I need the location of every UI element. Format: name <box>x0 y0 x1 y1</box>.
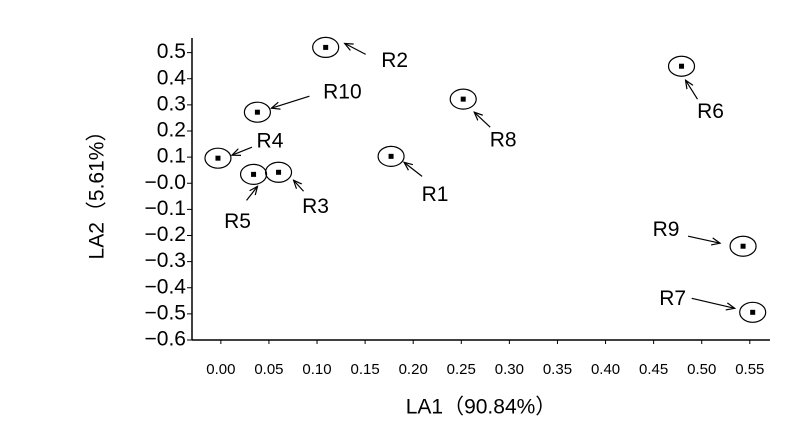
point-ring <box>264 161 293 183</box>
pointer-arrow <box>687 235 720 243</box>
y-axis-title: LA2（5.61%） <box>86 121 109 260</box>
point <box>740 243 746 249</box>
x-tick-label: 0.00 <box>206 361 235 378</box>
y-tick-label: 0.1 <box>157 145 186 168</box>
point <box>276 169 282 175</box>
y-tick-label: 0.5 <box>157 40 186 63</box>
pointer-arrow <box>691 297 735 308</box>
y-tick-label: −0.1 <box>145 197 186 220</box>
point <box>323 44 329 50</box>
point <box>388 153 394 159</box>
x-tick-label: 0.20 <box>399 361 428 378</box>
point-ring <box>377 145 405 167</box>
point <box>215 155 221 161</box>
y-tick-label: −0.6 <box>145 328 186 351</box>
point-label: R4 <box>257 130 284 153</box>
point-label: R9 <box>653 218 680 241</box>
pointer-arrow <box>294 180 304 192</box>
point-ring <box>243 101 271 123</box>
y-tick-label: 0.4 <box>157 66 187 89</box>
point-label: R7 <box>659 287 686 310</box>
x-tick-label: 0.40 <box>591 361 620 378</box>
point-label: R5 <box>224 210 251 233</box>
point-ring <box>729 235 757 257</box>
x-axis-title: LA1（90.84%） <box>406 396 557 419</box>
point-ring <box>667 55 696 77</box>
point-label: R10 <box>323 81 362 104</box>
pointer-arrow <box>232 146 253 155</box>
point-label: R8 <box>490 129 517 152</box>
point-label: R3 <box>302 195 329 218</box>
y-tick-label: 0.2 <box>157 119 186 142</box>
point <box>460 96 466 102</box>
y-tick-label: −0.4 <box>145 275 187 298</box>
x-tick-label: 0.15 <box>351 361 380 378</box>
x-tick-label: 0.05 <box>254 361 283 378</box>
point-label: R6 <box>697 100 724 123</box>
pointer-arrow <box>404 162 423 177</box>
y-tick-label: −0.0 <box>145 171 186 194</box>
point-ring <box>312 36 340 59</box>
y-tick-label: −0.2 <box>145 223 186 246</box>
pointer-arrow <box>474 112 491 128</box>
point-ring <box>204 147 232 169</box>
pointer-arrow <box>686 80 699 100</box>
point <box>251 171 257 177</box>
x-tick-label: 0.10 <box>302 361 331 378</box>
y-tick-label: 0.3 <box>157 92 186 115</box>
x-tick-label: 0.55 <box>735 361 764 378</box>
x-tick-label: 0.50 <box>687 361 716 378</box>
x-tick-label: 0.25 <box>447 361 476 378</box>
y-tick-label: −0.5 <box>145 301 186 324</box>
x-tick-label: 0.35 <box>543 361 572 378</box>
point-label: R1 <box>422 183 449 206</box>
pointer-arrow <box>345 43 366 55</box>
point <box>254 109 260 115</box>
point <box>679 63 685 69</box>
x-tick-label: 0.45 <box>639 361 668 378</box>
point-ring <box>739 301 767 323</box>
point-ring <box>239 163 268 185</box>
point-ring <box>449 88 477 110</box>
x-tick-label: 0.30 <box>495 361 524 378</box>
pointer-arrow <box>271 95 310 108</box>
point <box>750 309 756 315</box>
y-tick-label: −0.3 <box>145 249 186 272</box>
pointer-arrow <box>246 186 258 201</box>
point-label: R2 <box>381 49 408 72</box>
